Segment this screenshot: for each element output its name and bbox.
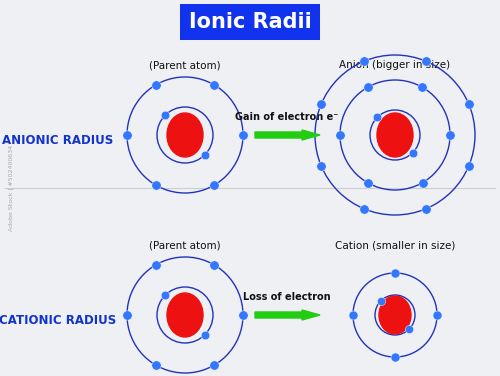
Point [364,180,372,186]
Point [422,206,430,212]
Point [210,182,218,188]
Ellipse shape [167,113,203,157]
Point [161,112,169,118]
Text: Anion (bigger in size): Anion (bigger in size) [340,60,450,70]
Ellipse shape [167,293,203,337]
Point [152,262,160,268]
Ellipse shape [377,113,413,157]
Text: CATIONIC RADIUS: CATIONIC RADIUS [0,314,116,326]
Point [152,82,160,88]
Point [317,102,325,108]
Text: Loss of electron: Loss of electron [243,292,331,302]
Text: Cation (smaller in size): Cation (smaller in size) [335,240,455,250]
Point [408,150,416,156]
Point [433,312,441,318]
FancyArrow shape [255,130,320,140]
Point [391,270,399,276]
Ellipse shape [379,296,411,334]
Point [123,312,131,318]
Point [239,132,247,138]
Point [201,332,209,338]
Point [391,354,399,360]
Text: Adobe Stock | #502400634: Adobe Stock | #502400634 [8,145,14,231]
Point [123,132,131,138]
Point [418,180,426,186]
Point [374,114,382,120]
Point [152,362,160,368]
Point [210,362,218,368]
Point [377,298,385,304]
Point [349,312,357,318]
Point [446,132,454,138]
Point [360,206,368,212]
Point [418,84,426,90]
Point [465,162,473,168]
Text: Ionic Radii: Ionic Radii [188,12,312,32]
Point [364,84,372,90]
Point [152,182,160,188]
Point [465,102,473,108]
Point [161,292,169,298]
Point [317,162,325,168]
Point [360,58,368,64]
Point [210,82,218,88]
Point [201,152,209,158]
Point [405,326,413,332]
Text: ANIONIC RADIUS: ANIONIC RADIUS [2,133,114,147]
Point [239,312,247,318]
Point [422,58,430,64]
Text: (Parent atom): (Parent atom) [149,60,221,70]
Text: (Parent atom): (Parent atom) [149,240,221,250]
Point [210,262,218,268]
Point [336,132,344,138]
FancyArrow shape [255,310,320,320]
Text: Gain of electron e⁻: Gain of electron e⁻ [236,112,339,122]
